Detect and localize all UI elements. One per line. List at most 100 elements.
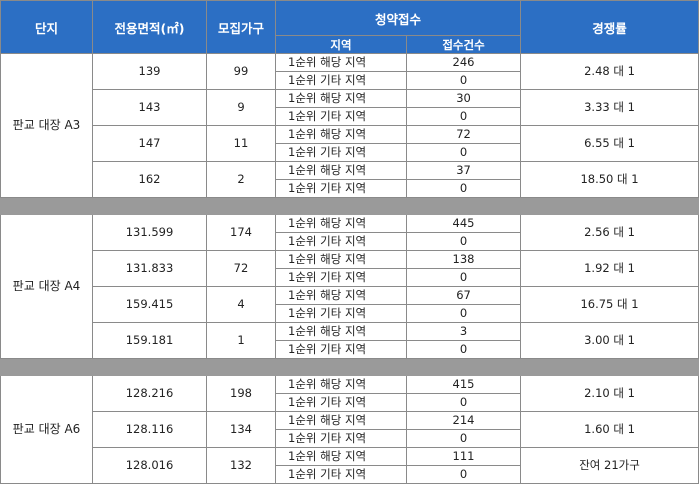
competition-rate-cell: 18.50 대 1 (520, 161, 700, 198)
count-cell: 0 (405, 179, 522, 198)
households-cell: 198 (206, 375, 276, 412)
region-cell: 1순위 해당 지역 (275, 375, 407, 394)
region-cell: 1순위 기타 지역 (275, 107, 407, 126)
table-row: 판교 대장 A3 139 99 1순위 해당 지역 246 2.48 대 1 (0, 53, 700, 198)
complex-name: 판교 대장 A3 (0, 53, 93, 198)
table-body: 판교 대장 A3 139 99 1순위 해당 지역 246 2.48 대 1 1순위 기타 … (0, 53, 700, 484)
separator-cell (0, 197, 700, 215)
households-cell: 174 (206, 214, 276, 251)
region-cell: 1순위 해당 지역 (275, 53, 407, 72)
table-row: 1순위 기타 지역 0 (1, 340, 699, 359)
count-cell: 415 (405, 375, 522, 394)
area-cell: 128.116 (92, 411, 207, 448)
table-row: 131.833 72 1순위 해당 지역 138 1.92 대 1 (1, 250, 700, 287)
count-cell: 111 (405, 447, 522, 466)
header-count: 접수건수 (405, 35, 522, 54)
competition-rate-cell: 2.56 대 1 (520, 214, 700, 251)
households-cell: 99 (206, 53, 276, 90)
competition-rate-cell: 3.00 대 1 (520, 322, 700, 359)
region-cell: 1순위 해당 지역 (275, 447, 407, 466)
block-separator (0, 197, 700, 215)
households-cell: 132 (206, 447, 276, 484)
count-cell: 445 (405, 214, 522, 233)
table-row: 판교 대장 A6 128.216 198 1순위 해당 지역 415 2.10 대 1 (0, 375, 700, 484)
count-cell: 0 (405, 465, 522, 484)
region-cell: 1순위 기타 지역 (275, 429, 407, 448)
count-cell: 72 (405, 125, 522, 144)
separator-cell (0, 358, 700, 376)
area-cell: 128.216 (92, 375, 207, 412)
table-row: 1순위 기타 지역 0 (1, 179, 699, 198)
region-cell: 1순위 기타 지역 (275, 232, 407, 251)
count-cell: 214 (405, 411, 522, 430)
count-cell: 37 (405, 161, 522, 180)
area-cell: 162 (92, 161, 207, 198)
table-row: 159.181 1 1순위 해당 지역 3 3.00 대 1 (1, 322, 700, 359)
region-cell: 1순위 해당 지역 (275, 214, 407, 233)
households-cell: 9 (206, 89, 276, 126)
count-cell: 0 (405, 393, 522, 412)
table-row: 1순위 기타 지역 0 (1, 232, 699, 251)
households-cell: 11 (206, 125, 276, 162)
competition-rate-cell: 2.48 대 1 (520, 53, 700, 90)
region-cell: 1순위 해당 지역 (275, 322, 407, 341)
header-area: 전용면적(㎡) (92, 0, 207, 54)
count-cell: 0 (405, 304, 522, 323)
count-cell: 138 (405, 250, 522, 269)
competition-rate-cell: 잔여 21가구 (520, 447, 700, 484)
count-cell: 0 (405, 232, 522, 251)
region-cell: 1순위 해당 지역 (275, 125, 407, 144)
area-cell: 131.833 (92, 250, 207, 287)
households-cell: 4 (206, 286, 276, 323)
households-cell: 1 (206, 322, 276, 359)
households-cell: 72 (206, 250, 276, 287)
complex-name: 판교 대장 A6 (0, 375, 93, 484)
count-cell: 3 (405, 322, 522, 341)
competition-rate-cell: 2.10 대 1 (520, 375, 700, 412)
count-cell: 246 (405, 53, 522, 72)
region-cell: 1순위 기타 지역 (275, 268, 407, 287)
competition-rate-cell: 6.55 대 1 (520, 125, 700, 162)
area-cell: 128.016 (92, 447, 207, 484)
area-cell: 131.599 (92, 214, 207, 251)
region-cell: 1순위 해당 지역 (275, 286, 407, 305)
complex-name: 판교 대장 A4 (0, 214, 93, 359)
region-cell: 1순위 기타 지역 (275, 143, 407, 162)
region-cell: 1순위 해당 지역 (275, 161, 407, 180)
count-cell: 0 (405, 429, 522, 448)
region-cell: 1순위 기타 지역 (275, 179, 407, 198)
region-cell: 1순위 해당 지역 (275, 411, 407, 430)
header-households: 모집가구 (206, 0, 276, 54)
region-cell: 1순위 기타 지역 (275, 304, 407, 323)
header-complex: 단지 (0, 0, 93, 54)
count-cell: 0 (405, 107, 522, 126)
competition-rate-cell: 1.60 대 1 (520, 411, 700, 448)
table-row: 1순위 기타 지역 0 (1, 465, 699, 484)
header-application: 청약접수 (274, 0, 522, 36)
area-cell: 159.181 (92, 322, 207, 359)
area-cell: 139 (92, 53, 207, 90)
table-row: 159.415 4 1순위 해당 지역 67 16.75 대 1 (1, 286, 700, 323)
households-cell: 2 (206, 161, 276, 198)
region-cell: 1순위 해당 지역 (275, 250, 407, 269)
region-cell: 1순위 기타 지역 (275, 465, 407, 484)
table-row: 143 9 1순위 해당 지역 30 3.33 대 1 (1, 89, 700, 126)
competition-rate-cell: 3.33 대 1 (520, 89, 700, 126)
count-cell: 0 (405, 143, 522, 162)
table-row: 128.116 134 1순위 해당 지역 214 1.60 대 1 (1, 411, 700, 448)
table-row: 162 2 1순위 해당 지역 37 18.50 대 1 (1, 161, 700, 198)
region-cell: 1순위 기타 지역 (275, 340, 407, 359)
count-cell: 67 (405, 286, 522, 305)
count-cell: 0 (405, 71, 522, 90)
region-cell: 1순위 해당 지역 (275, 89, 407, 108)
block-separator (0, 358, 700, 376)
area-cell: 159.415 (92, 286, 207, 323)
header-competition: 경쟁률 (520, 0, 700, 54)
table-row: 128.016 132 1순위 해당 지역 111 잔여 21가구 (1, 447, 700, 484)
competition-rate-cell: 1.92 대 1 (520, 250, 700, 287)
header-region: 지역 (275, 35, 407, 54)
count-cell: 0 (405, 268, 522, 287)
region-cell: 1순위 기타 지역 (275, 71, 407, 90)
count-cell: 0 (405, 340, 522, 359)
